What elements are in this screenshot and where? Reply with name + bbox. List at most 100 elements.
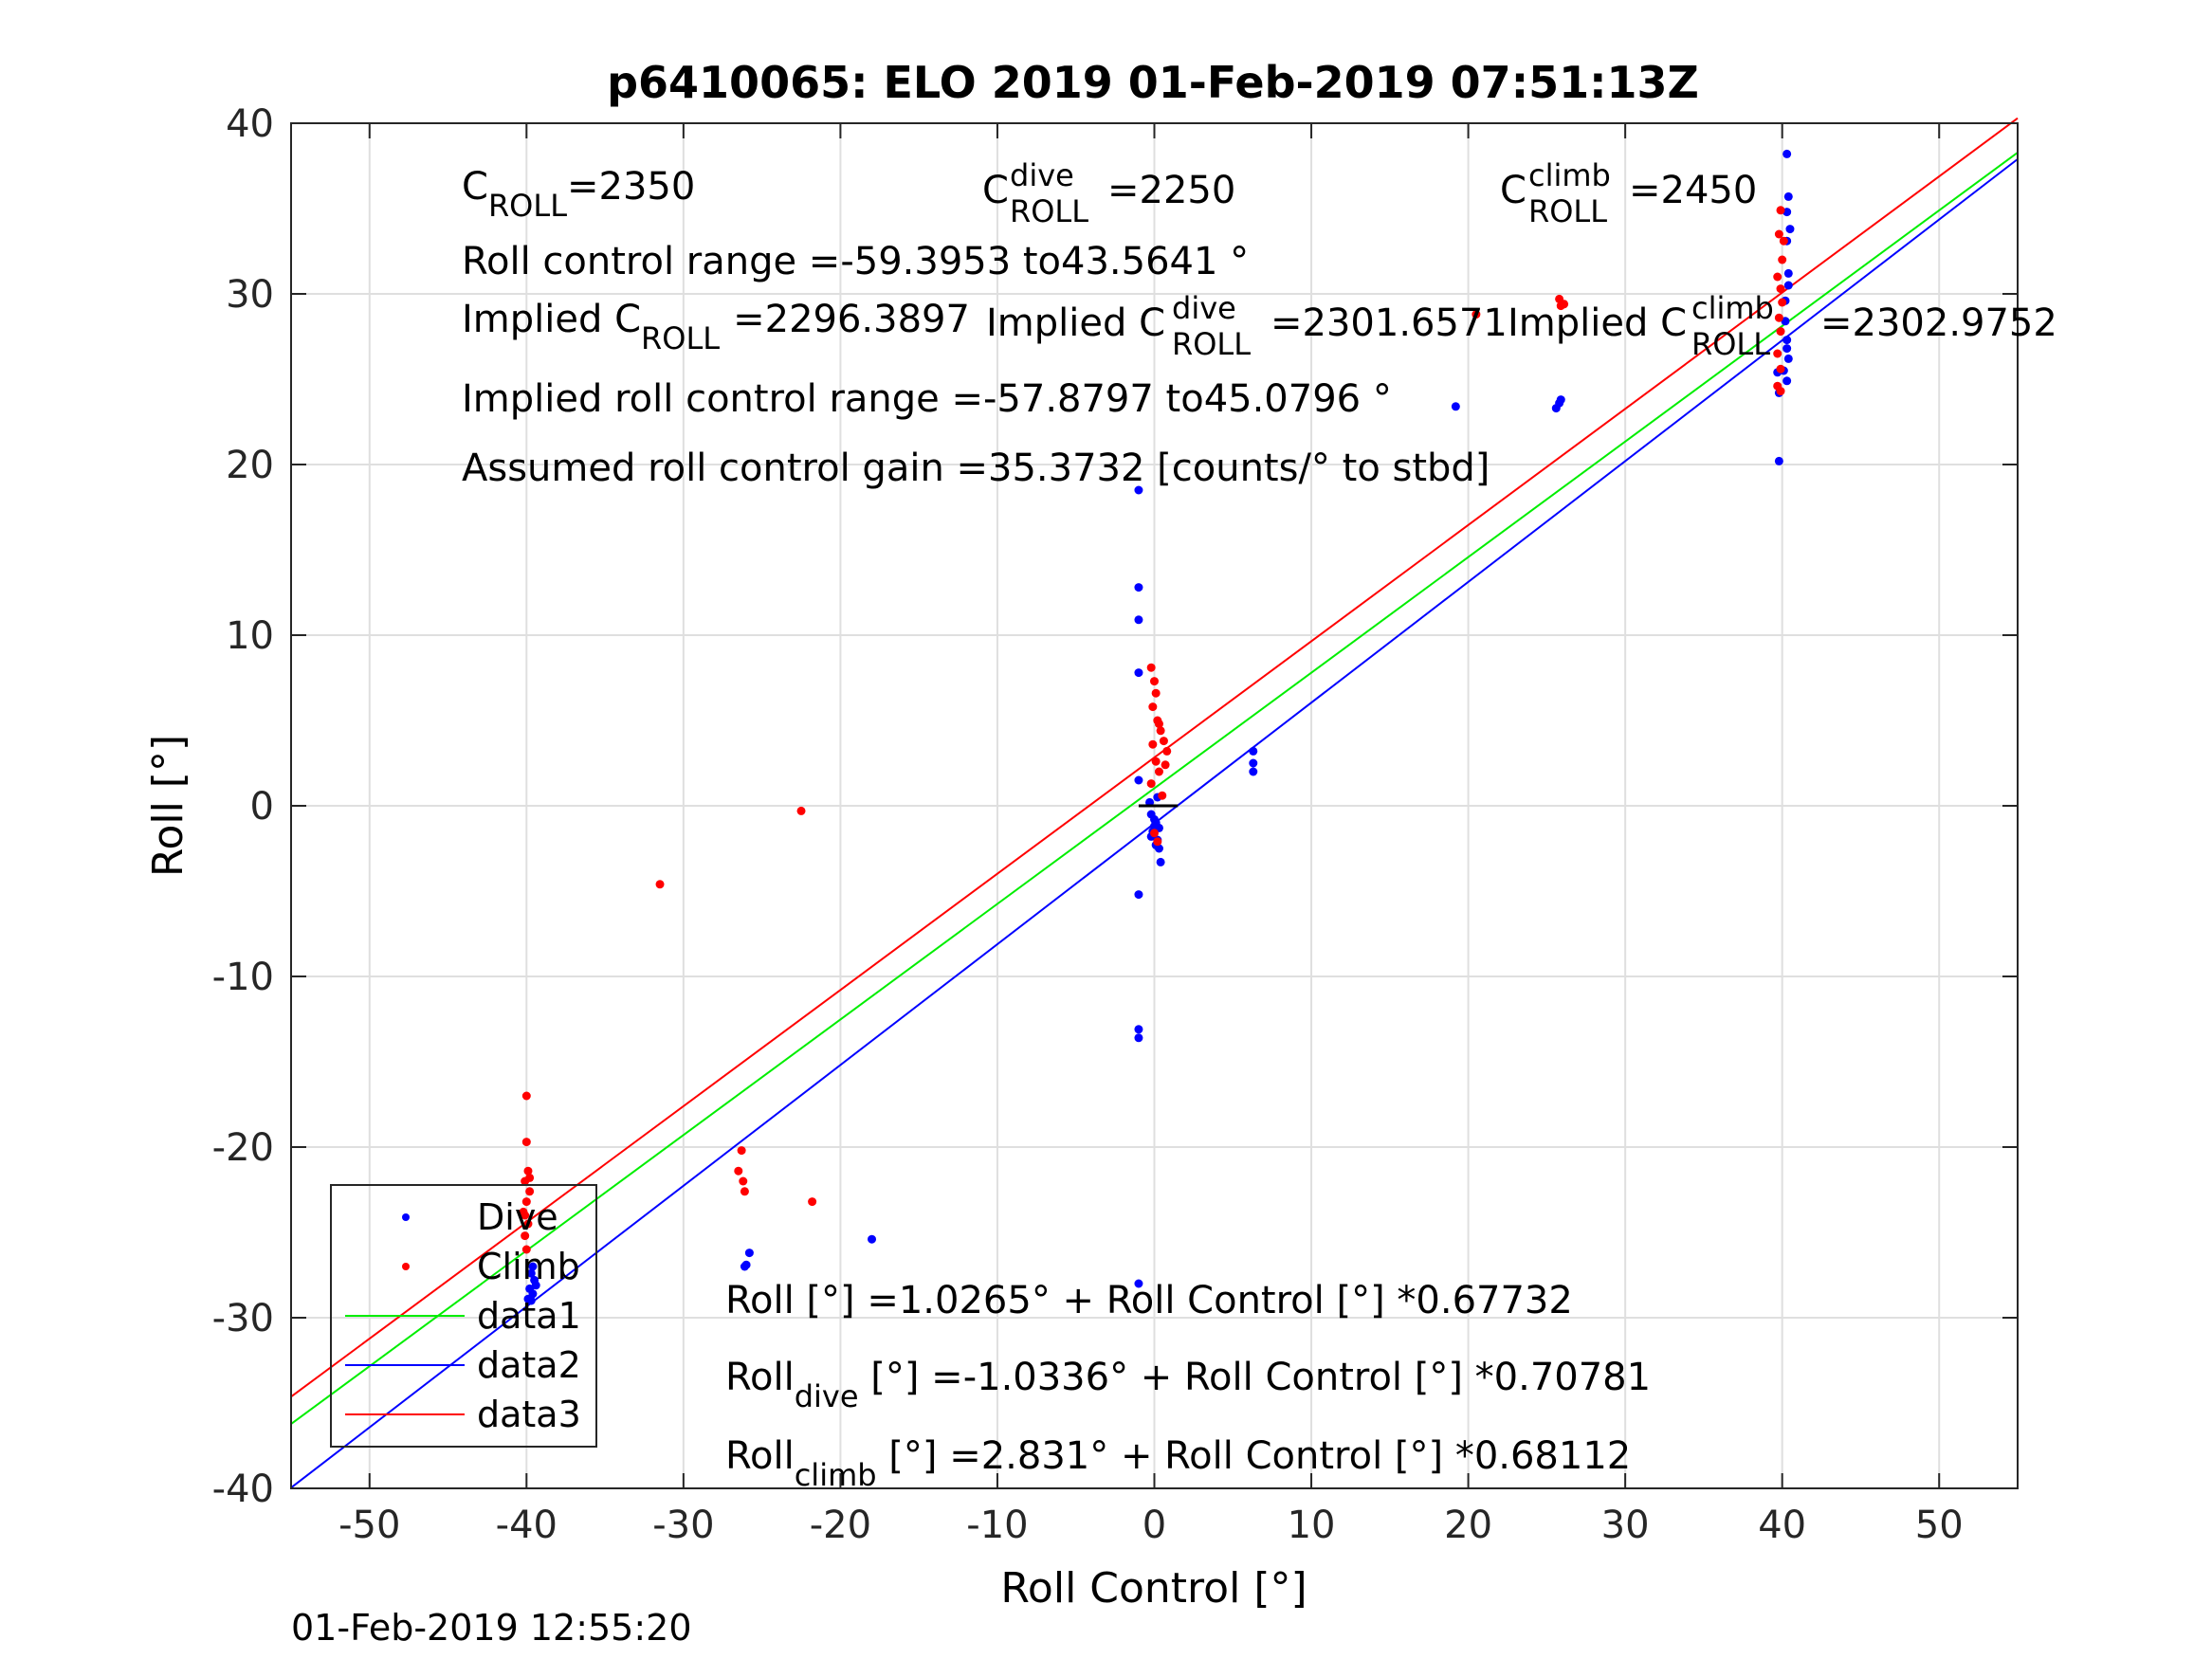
x-tick-label: 20: [1444, 1504, 1492, 1547]
climb-point: [525, 1187, 535, 1196]
legend-dive-marker: [402, 1213, 410, 1221]
x-tick-label: 10: [1288, 1504, 1336, 1547]
climb-point: [1472, 310, 1481, 319]
fit-dive-equation: Rolldive [°] =-1.0336° + Roll Control [°…: [725, 1356, 1651, 1414]
dive-point: [1556, 395, 1565, 405]
climb-point: [739, 1176, 748, 1186]
climb-point: [1778, 255, 1787, 264]
dive-point: [1451, 402, 1460, 411]
climb-point: [1146, 779, 1156, 789]
climb-point: [1153, 837, 1162, 847]
climb-point: [655, 880, 665, 889]
climb-point: [1773, 349, 1782, 358]
c-roll-dive-annotation: Cdive ROLL =2250: [982, 157, 1235, 229]
y-tick-label: -20: [212, 1126, 274, 1170]
climb-point: [1778, 298, 1787, 307]
dive-point: [526, 1268, 536, 1278]
climb-point: [737, 1146, 746, 1156]
climb-point: [734, 1166, 743, 1176]
legend-data3-label: data3: [477, 1394, 581, 1435]
dive-point: [1782, 149, 1792, 158]
climb-point: [1150, 677, 1159, 686]
climb-point: [1774, 229, 1783, 239]
roll-control-range-annotation: Roll control range =-59.3953 to43.5641 °: [462, 240, 1249, 283]
dive-point: [1781, 317, 1790, 326]
x-tick-label: -50: [338, 1504, 400, 1547]
dive-point: [1782, 336, 1792, 345]
y-tick-label: -40: [212, 1468, 274, 1511]
dive-point: [1134, 615, 1143, 625]
dive-point: [1134, 485, 1143, 495]
implied-c-roll-annotation: Implied CROLL =2296.3897: [462, 298, 970, 356]
climb-point: [1774, 313, 1783, 322]
plot-frame: [290, 122, 2019, 1489]
x-tick-label: 50: [1915, 1504, 1964, 1547]
x-axis-label: Roll Control [°]: [1000, 1564, 1307, 1613]
y-tick-label: 20: [226, 444, 274, 487]
timestamp: 01-Feb-2019 12:55:20: [291, 1607, 692, 1649]
climb-point: [1151, 757, 1161, 766]
dive-point: [1785, 225, 1795, 234]
dive-point: [1134, 890, 1143, 900]
dive-point: [1134, 1025, 1143, 1034]
dive-point: [1783, 268, 1793, 278]
x-tick-label: 30: [1601, 1504, 1650, 1547]
climb-point: [1156, 726, 1165, 736]
dive-point: [1134, 775, 1143, 785]
dive-point: [1782, 344, 1792, 354]
dive-point: [1156, 857, 1165, 866]
climb-point: [1154, 767, 1163, 776]
dive-point: [744, 1249, 754, 1258]
x-tick-label: -40: [496, 1504, 558, 1547]
implied-roll-control-range-annotation: Implied roll control range =-57.8797 to4…: [462, 377, 1392, 421]
fit-climb-equation: Rollclimb [°] =2.831° + Roll Control [°]…: [725, 1434, 1631, 1493]
c-roll-climb-annotation: Cclimb ROLL =2450: [1500, 157, 1757, 229]
y-tick-label: 40: [226, 102, 274, 146]
dive-point: [1150, 814, 1159, 824]
climb-point: [1158, 791, 1167, 800]
legend-dive-label: Dive: [477, 1196, 558, 1238]
climb-point: [740, 1187, 749, 1196]
dive-point: [525, 1284, 535, 1293]
climb-point: [521, 1211, 530, 1220]
climb-point: [525, 1173, 535, 1182]
climb-point: [521, 1231, 530, 1241]
climb-point: [1776, 387, 1785, 396]
y-axis-label: Roll [°]: [144, 735, 192, 877]
climb-point: [1779, 236, 1788, 246]
scatter-points: [519, 149, 1795, 1305]
climb-point: [521, 1197, 531, 1207]
legend-data2-label: data2: [477, 1344, 581, 1386]
climb-point: [1154, 720, 1163, 729]
roll-control-gain-annotation: Assumed roll control gain =35.3732 [coun…: [462, 447, 1490, 490]
dive-point: [1134, 1279, 1143, 1288]
climb-point: [796, 806, 806, 815]
y-tick-label: 30: [226, 273, 274, 317]
dive-point: [528, 1262, 538, 1271]
climb-point: [1773, 272, 1782, 282]
climb-point: [1148, 739, 1158, 749]
climb-point: [1146, 663, 1156, 672]
dive-point: [1249, 746, 1258, 756]
dive-point: [1782, 376, 1792, 386]
ticks: -50 -40 -30 -20 -10 0 10 20 30 40 50 -40 -30 -20 -10 0 1…: [212, 102, 2018, 1547]
climb-point: [1560, 300, 1569, 309]
legend-data1-label: data1: [477, 1295, 581, 1337]
climb-point: [521, 1138, 531, 1147]
dive-point: [868, 1234, 877, 1244]
climb-point: [521, 1245, 531, 1254]
climb-point: [1162, 746, 1172, 756]
annotations: CROLL=2350 Cdive ROLL =2250 Cclimb ROLL =245…: [462, 157, 2057, 1493]
dive-point: [523, 1294, 533, 1304]
chart-title: p6410065: ELO 2019 01-Feb-2019 07:51:13Z: [607, 57, 1699, 108]
climb-point: [1159, 737, 1168, 746]
climb-point: [1148, 702, 1158, 712]
climb-point: [1151, 688, 1161, 698]
y-tick-label: 10: [226, 614, 274, 658]
y-tick-label: -30: [212, 1297, 274, 1340]
climb-point: [1161, 760, 1170, 770]
x-tick-label: -10: [966, 1504, 1028, 1547]
climb-point: [808, 1197, 817, 1207]
